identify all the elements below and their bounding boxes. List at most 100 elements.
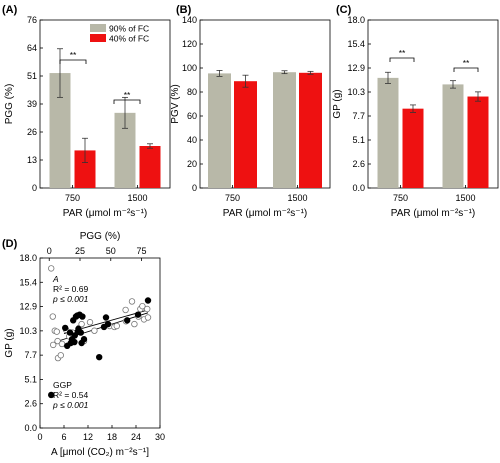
x-tick-label: 18 xyxy=(107,432,117,442)
panel-a-bars xyxy=(49,48,161,188)
sig-label-1500: ** xyxy=(463,58,470,68)
bar xyxy=(467,96,489,188)
y-tick-label: 18.0 xyxy=(19,253,37,263)
x-tick-label: 1500 xyxy=(127,193,147,203)
bar xyxy=(139,146,161,188)
y-tick-label: 26 xyxy=(27,127,37,137)
panel-c-y-ticks: 0.0 2.6 5.1 7.7 10.3 12.9 15.4 18.0 xyxy=(347,15,371,193)
x-tick-label: 750 xyxy=(65,193,80,203)
panel-b-y-ticks: 0 20 40 60 80 100 120 140 xyxy=(182,15,203,193)
point-ggp xyxy=(80,336,88,343)
panel-c-x-ticks: 750 1500 xyxy=(393,185,476,203)
y-tick-label: 0.0 xyxy=(352,183,365,193)
panel-c: (C) 0.0 2.6 5.1 7.7 10.3 12.9 15.4 18.0 750 1500… xyxy=(332,4,499,219)
panel-d-top-ticks: 0 25 50 75 xyxy=(47,246,147,261)
panel-a-xlabel: PAR (μmol m⁻²s⁻¹) xyxy=(63,208,147,219)
panel-a: (A) 0 13 26 39 51 64 76 750 1500 90% of FC 40% … xyxy=(2,4,171,219)
y-tick-label: 2.6 xyxy=(352,159,365,169)
y-tick-label: 60 xyxy=(187,111,197,121)
point-a xyxy=(54,337,61,345)
point-a xyxy=(143,305,151,313)
y-tick-label: 12.9 xyxy=(19,302,37,312)
bar xyxy=(114,112,136,188)
point-ggp xyxy=(66,329,74,336)
panel-d-label: (D) xyxy=(2,238,18,250)
legend-label-40fc: 40% of FC xyxy=(109,34,149,44)
stat-a-p: p ≤ 0.001 xyxy=(52,294,89,304)
sig-label-750: ** xyxy=(399,48,406,58)
y-tick-label: 0 xyxy=(32,183,37,193)
panel-b-frame xyxy=(199,19,331,189)
point-ggp xyxy=(123,317,131,324)
panel-c-label: (C) xyxy=(336,4,352,16)
y-tick-label: 51 xyxy=(27,71,37,81)
point-a xyxy=(139,302,146,310)
panel-b-bars xyxy=(208,70,322,188)
point-a xyxy=(91,327,98,334)
bar xyxy=(442,84,464,188)
bar xyxy=(377,77,399,188)
y-tick-label: 15.4 xyxy=(347,39,365,49)
y-tick-label: 18.0 xyxy=(347,15,365,25)
point-a xyxy=(50,341,57,349)
top-tick-label: 25 xyxy=(75,246,85,256)
panel-a-x-ticks: 750 1500 xyxy=(65,185,148,203)
y-tick-label: 13 xyxy=(27,155,37,165)
bar xyxy=(49,73,71,188)
point-ggp xyxy=(77,329,84,336)
y-tick-label: 76 xyxy=(27,15,37,25)
point-ggp xyxy=(61,324,69,332)
panel-d-top-xlabel: PGG (%) xyxy=(80,231,121,242)
point-a xyxy=(49,313,56,320)
panel-a-significance: ** ** xyxy=(59,50,141,104)
panel-d-stat-a: A R² = 0.69 p ≤ 0.001 xyxy=(52,274,89,304)
x-tick-label: 24 xyxy=(131,432,141,442)
panel-b-label: (B) xyxy=(176,4,192,16)
sig-bracket-1500 xyxy=(453,67,479,72)
stat-ggp-r2: R² = 0.54 xyxy=(53,390,88,400)
point-a xyxy=(48,265,55,272)
stat-ggp-name: GGP xyxy=(53,380,72,390)
panel-b-x-ticks: 750 1500 xyxy=(225,185,308,203)
bar xyxy=(273,72,296,188)
point-a xyxy=(144,314,152,321)
x-tick-label: 1500 xyxy=(287,193,307,203)
point-ggp xyxy=(102,314,110,321)
y-tick-label: 64 xyxy=(27,43,37,53)
legend-swatch-90fc xyxy=(90,24,106,32)
y-tick-label: 7.7 xyxy=(352,111,365,121)
y-tick-label: 120 xyxy=(182,39,197,49)
sig-label-1500: ** xyxy=(124,90,131,100)
y-tick-label: 40 xyxy=(187,135,197,145)
panel-a-label: (A) xyxy=(2,4,18,16)
panel-b-xlabel: PAR (μmol m⁻²s⁻¹) xyxy=(223,208,307,219)
panel-b: (B) 0 20 40 60 80 100 120 140 750 1500 PGV (%) P… xyxy=(170,4,331,219)
y-tick-label: 10.3 xyxy=(347,87,365,97)
y-tick-label: 5.1 xyxy=(24,374,37,384)
panel-a-y-ticks: 0 13 26 39 51 64 76 xyxy=(27,15,43,193)
point-ggp xyxy=(95,353,103,361)
stat-a-r2: R² = 0.69 xyxy=(53,284,88,294)
x-tick-label: 12 xyxy=(83,432,93,442)
point-ggp xyxy=(71,338,78,346)
panel-c-ylabel: GP (g) xyxy=(332,89,343,118)
x-tick-label: 0 xyxy=(37,432,42,442)
y-tick-label: 0 xyxy=(192,183,197,193)
y-tick-label: 80 xyxy=(187,87,197,97)
point-a xyxy=(122,306,129,314)
point-a xyxy=(131,320,138,328)
point-a xyxy=(53,328,60,335)
y-tick-label: 140 xyxy=(182,15,197,25)
x-tick-label: 6 xyxy=(61,432,66,442)
y-tick-label: 15.4 xyxy=(19,277,37,287)
panel-a-legend: 90% of FC 40% of FC xyxy=(90,24,149,44)
panel-d-points xyxy=(48,265,152,399)
panel-b-ylabel: PGV (%) xyxy=(170,84,181,123)
y-tick-label: 12.9 xyxy=(347,63,365,73)
point-a xyxy=(58,340,66,348)
y-tick-label: 7.7 xyxy=(24,350,37,360)
panel-d-y-ticks: 0.0 2.6 5.1 7.7 10.3 12.9 15.4 18.0 xyxy=(19,253,43,433)
panel-d-ylabel: GP (g) xyxy=(4,328,15,357)
panel-d-x-ticks: 0 6 12 18 24 30 xyxy=(37,425,165,442)
